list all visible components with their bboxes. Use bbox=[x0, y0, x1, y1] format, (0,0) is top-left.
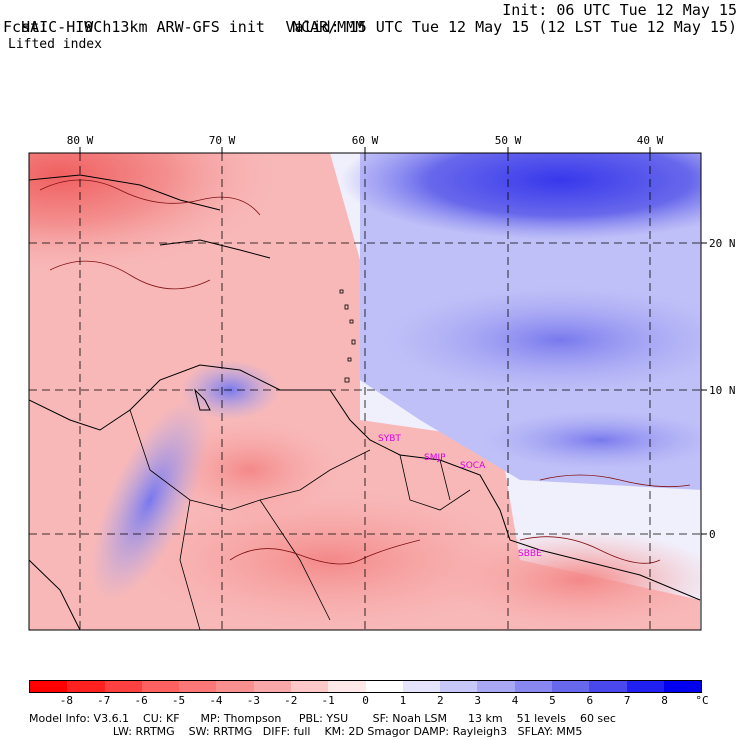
colorbar-tick-label: -7 bbox=[97, 694, 111, 707]
lat-label-10n: 10 N bbox=[709, 384, 736, 397]
model-title: HAIC-HIWC 13km ARW-GFS init NCAR/MMM bbox=[3, 2, 364, 36]
model-info-line2: LW: RRTMG SW: RRTMG DIFF: full KM: 2D Sm… bbox=[29, 725, 583, 738]
colorbar-swatch bbox=[179, 681, 217, 692]
colorbar-swatch bbox=[216, 681, 254, 692]
colorbar-unit: °C bbox=[695, 694, 709, 707]
org-text: NCAR/MMM bbox=[292, 18, 365, 36]
colorbar-tick-label: -8 bbox=[59, 694, 73, 707]
colorbar-tick-label: 5 bbox=[549, 694, 556, 707]
colorbar-swatch bbox=[328, 681, 366, 692]
colorbar-tick-label: 3 bbox=[474, 694, 481, 707]
forecast-hour: Fcst: 9 h bbox=[3, 18, 112, 36]
colorbar-tick-label: -4 bbox=[209, 694, 223, 707]
lon-label-50w: 50 W bbox=[495, 134, 522, 147]
lat-label-20n: 20 N bbox=[709, 237, 736, 250]
colorbar-tick-label: 6 bbox=[586, 694, 594, 707]
colorbar-swatch bbox=[141, 681, 180, 692]
colorbar-tick-label: -1 bbox=[321, 694, 335, 707]
colorbar-swatch bbox=[589, 681, 627, 692]
colorbar-tick-label: -2 bbox=[284, 694, 298, 707]
colorbar-tick-label: 1 bbox=[399, 694, 407, 707]
colorbar-tick-label: 0 bbox=[362, 694, 369, 707]
colorbar-swatch bbox=[104, 681, 142, 692]
lon-label-40w: 40 W bbox=[637, 134, 664, 147]
colorbar-tick-label: 2 bbox=[436, 694, 444, 707]
colorbar-tick-label: 4 bbox=[511, 694, 519, 707]
colorbar-swatch bbox=[67, 681, 105, 692]
colorbar-swatch bbox=[253, 681, 291, 692]
lon-label-70w: 70 W bbox=[209, 134, 236, 147]
colorbar-swatch bbox=[626, 681, 664, 692]
colorbar-swatch bbox=[663, 681, 702, 692]
colorbar-swatch bbox=[290, 681, 329, 692]
colorbar-swatch bbox=[551, 681, 590, 692]
colorbar-swatch bbox=[477, 681, 515, 692]
lon-label-80w: 80 W bbox=[67, 134, 94, 147]
station-label: SMJP bbox=[424, 453, 446, 463]
lon-label-60w: 60 W bbox=[352, 134, 379, 147]
station-label: SBBE bbox=[518, 549, 542, 559]
colorbar-swatch bbox=[365, 681, 403, 692]
colorbar-swatch bbox=[402, 681, 441, 692]
model-info-line1: Model Info: V3.6.1 CU: KF MP: Thompson P… bbox=[29, 712, 616, 725]
model-title-text: HAIC-HIWC 13km ARW-GFS init bbox=[21, 18, 265, 36]
colorbar-swatch bbox=[440, 681, 478, 692]
station-label: SYBT bbox=[378, 434, 401, 444]
station-label: SOCA bbox=[460, 461, 486, 471]
init-time: Init: 06 UTC Tue 12 May 15 bbox=[502, 1, 737, 19]
colorbar-tick-label: -3 bbox=[246, 694, 260, 707]
valid-time: Valid: 15 UTC Tue 12 May 15 (12 LST Tue … bbox=[285, 18, 737, 36]
lifted-index-field bbox=[29, 153, 701, 630]
lat-label-0: 0 bbox=[709, 528, 716, 541]
colorbar-swatch bbox=[514, 681, 552, 692]
colorbar-tick-label: -6 bbox=[134, 694, 148, 707]
colorbar-tick-label: -5 bbox=[171, 694, 186, 707]
field-name: Lifted index bbox=[8, 37, 102, 52]
colorbar-tick-label: 8 bbox=[661, 694, 668, 707]
colorbar-tick-label: 7 bbox=[623, 694, 631, 707]
colorbar-swatch bbox=[30, 681, 68, 692]
colorbar bbox=[29, 680, 702, 693]
lat-lon-grid bbox=[29, 153, 701, 630]
